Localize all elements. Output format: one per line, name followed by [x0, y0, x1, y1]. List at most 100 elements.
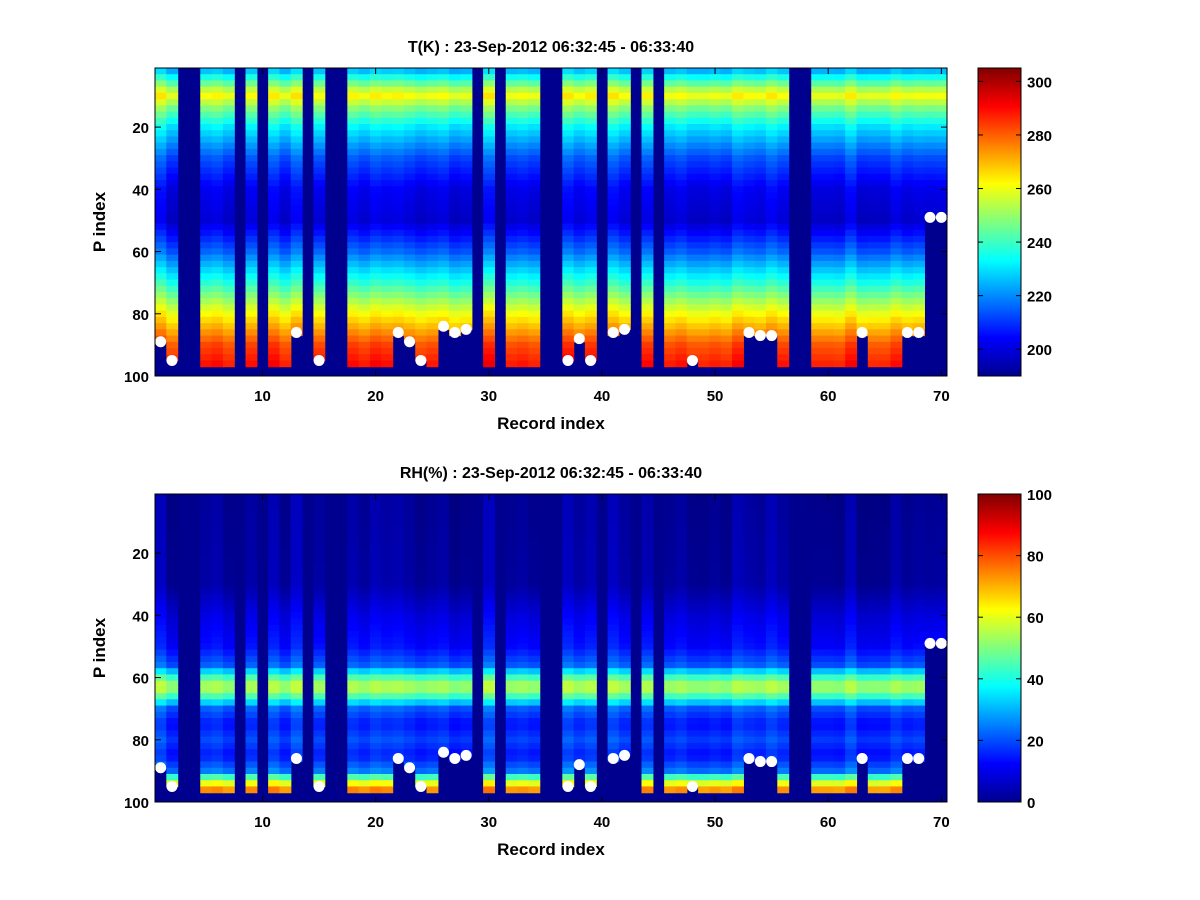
heatmap-cell — [460, 637, 473, 644]
heatmap-cell — [222, 550, 235, 557]
heatmap-cell — [347, 786, 360, 794]
heatmap-cell — [720, 711, 733, 719]
heatmap-cell — [833, 180, 846, 187]
heatmap-cell — [675, 618, 688, 626]
heatmap-cell — [528, 68, 541, 75]
heatmap-cell — [573, 736, 586, 744]
heatmap-cell — [822, 730, 835, 738]
heatmap-cell — [437, 86, 450, 94]
heatmap-cell — [732, 111, 744, 119]
heatmap-cell — [460, 204, 473, 212]
heatmap-cell — [901, 693, 914, 700]
heatmap-cell — [879, 562, 892, 570]
heatmap-cell — [765, 279, 778, 287]
heatmap-cell — [358, 742, 371, 750]
heatmap-cell — [720, 525, 733, 532]
heatmap-cell — [347, 761, 360, 769]
heatmap-cell — [437, 242, 450, 250]
heatmap-cell — [856, 500, 869, 508]
heatmap-cell — [155, 680, 167, 688]
heatmap-cell — [856, 624, 869, 632]
heatmap-cell — [732, 755, 744, 763]
heatmap-cell — [890, 142, 903, 150]
heatmap-cell — [867, 316, 880, 324]
heatmap-cell — [155, 111, 167, 119]
heatmap-cell — [245, 512, 258, 520]
y-tick-label: 60 — [132, 245, 149, 262]
heatmap-cell — [369, 105, 382, 113]
heatmap-cell — [811, 630, 824, 638]
heatmap-cell — [483, 192, 496, 200]
heatmap-cell — [709, 254, 722, 262]
heatmap-cell — [415, 556, 428, 564]
heatmap-cell — [686, 316, 699, 324]
heatmap-cell — [279, 173, 292, 181]
heatmap-cell — [935, 117, 948, 125]
heatmap-cell — [155, 74, 167, 82]
heatmap-cell — [845, 236, 858, 243]
heatmap-cell — [415, 285, 428, 293]
heatmap-cell — [358, 267, 371, 274]
heatmap-cell — [245, 755, 258, 763]
heatmap-cell — [517, 304, 529, 312]
heatmap-cell — [483, 556, 496, 564]
heatmap-cell — [381, 211, 394, 218]
heatmap-cell — [426, 618, 439, 626]
heatmap-cell — [403, 500, 416, 508]
heatmap-cell — [449, 674, 462, 682]
heatmap-cell — [268, 742, 281, 750]
heatmap-cell — [155, 518, 167, 526]
heatmap-cell — [777, 662, 790, 669]
heatmap-cell — [867, 167, 880, 175]
heatmap-cell — [732, 668, 744, 676]
heatmap-cell — [166, 543, 179, 551]
heatmap-cell — [222, 323, 235, 330]
heatmap-cell — [528, 655, 541, 663]
heatmap-cell — [381, 335, 394, 343]
heatmap-cell — [369, 173, 382, 181]
heatmap-cell — [890, 267, 903, 274]
heatmap-cell — [369, 761, 382, 769]
heatmap-cell — [200, 568, 213, 576]
heatmap-cell — [924, 537, 937, 545]
heatmap-cell — [279, 229, 292, 237]
heatmap-cell — [765, 662, 778, 669]
heatmap-cell — [709, 180, 722, 187]
heatmap-cell — [403, 304, 416, 312]
heatmap-cell — [777, 117, 790, 125]
heatmap-cell — [890, 173, 903, 181]
heatmap-cell — [200, 711, 213, 719]
heatmap-cell — [290, 531, 303, 539]
heatmap-cell — [765, 606, 778, 613]
heatmap-cell — [505, 316, 518, 324]
heatmap-cell — [166, 749, 179, 756]
heatmap-cell — [856, 211, 869, 218]
heatmap-cell — [867, 649, 880, 657]
heatmap-cell — [415, 323, 428, 330]
heatmap-cell — [777, 111, 790, 119]
heatmap-cell — [403, 543, 416, 551]
heatmap-cell — [279, 74, 292, 82]
heatmap-cell — [369, 198, 382, 206]
heatmap-cell — [765, 223, 778, 231]
heatmap-cell — [584, 686, 597, 694]
heatmap-cell — [867, 124, 880, 131]
heatmap-cell — [562, 180, 575, 187]
heatmap-cell — [856, 686, 869, 694]
heatmap-cell — [856, 606, 869, 613]
heatmap-cell — [528, 254, 541, 262]
heatmap-cell — [426, 173, 439, 181]
heatmap-cell — [664, 99, 677, 106]
heatmap-cell — [483, 124, 496, 131]
heatmap-cell — [528, 518, 541, 526]
heatmap-cell — [392, 606, 405, 613]
heatmap-cell — [732, 260, 744, 268]
heatmap-cell — [777, 329, 790, 337]
heatmap-cell — [890, 341, 903, 349]
heatmap-cell — [460, 310, 473, 318]
heatmap-cell — [822, 506, 835, 514]
heatmap-cell — [460, 618, 473, 626]
heatmap-cell — [607, 304, 620, 312]
heatmap-cell — [222, 568, 235, 576]
heatmap-cell — [811, 279, 824, 287]
